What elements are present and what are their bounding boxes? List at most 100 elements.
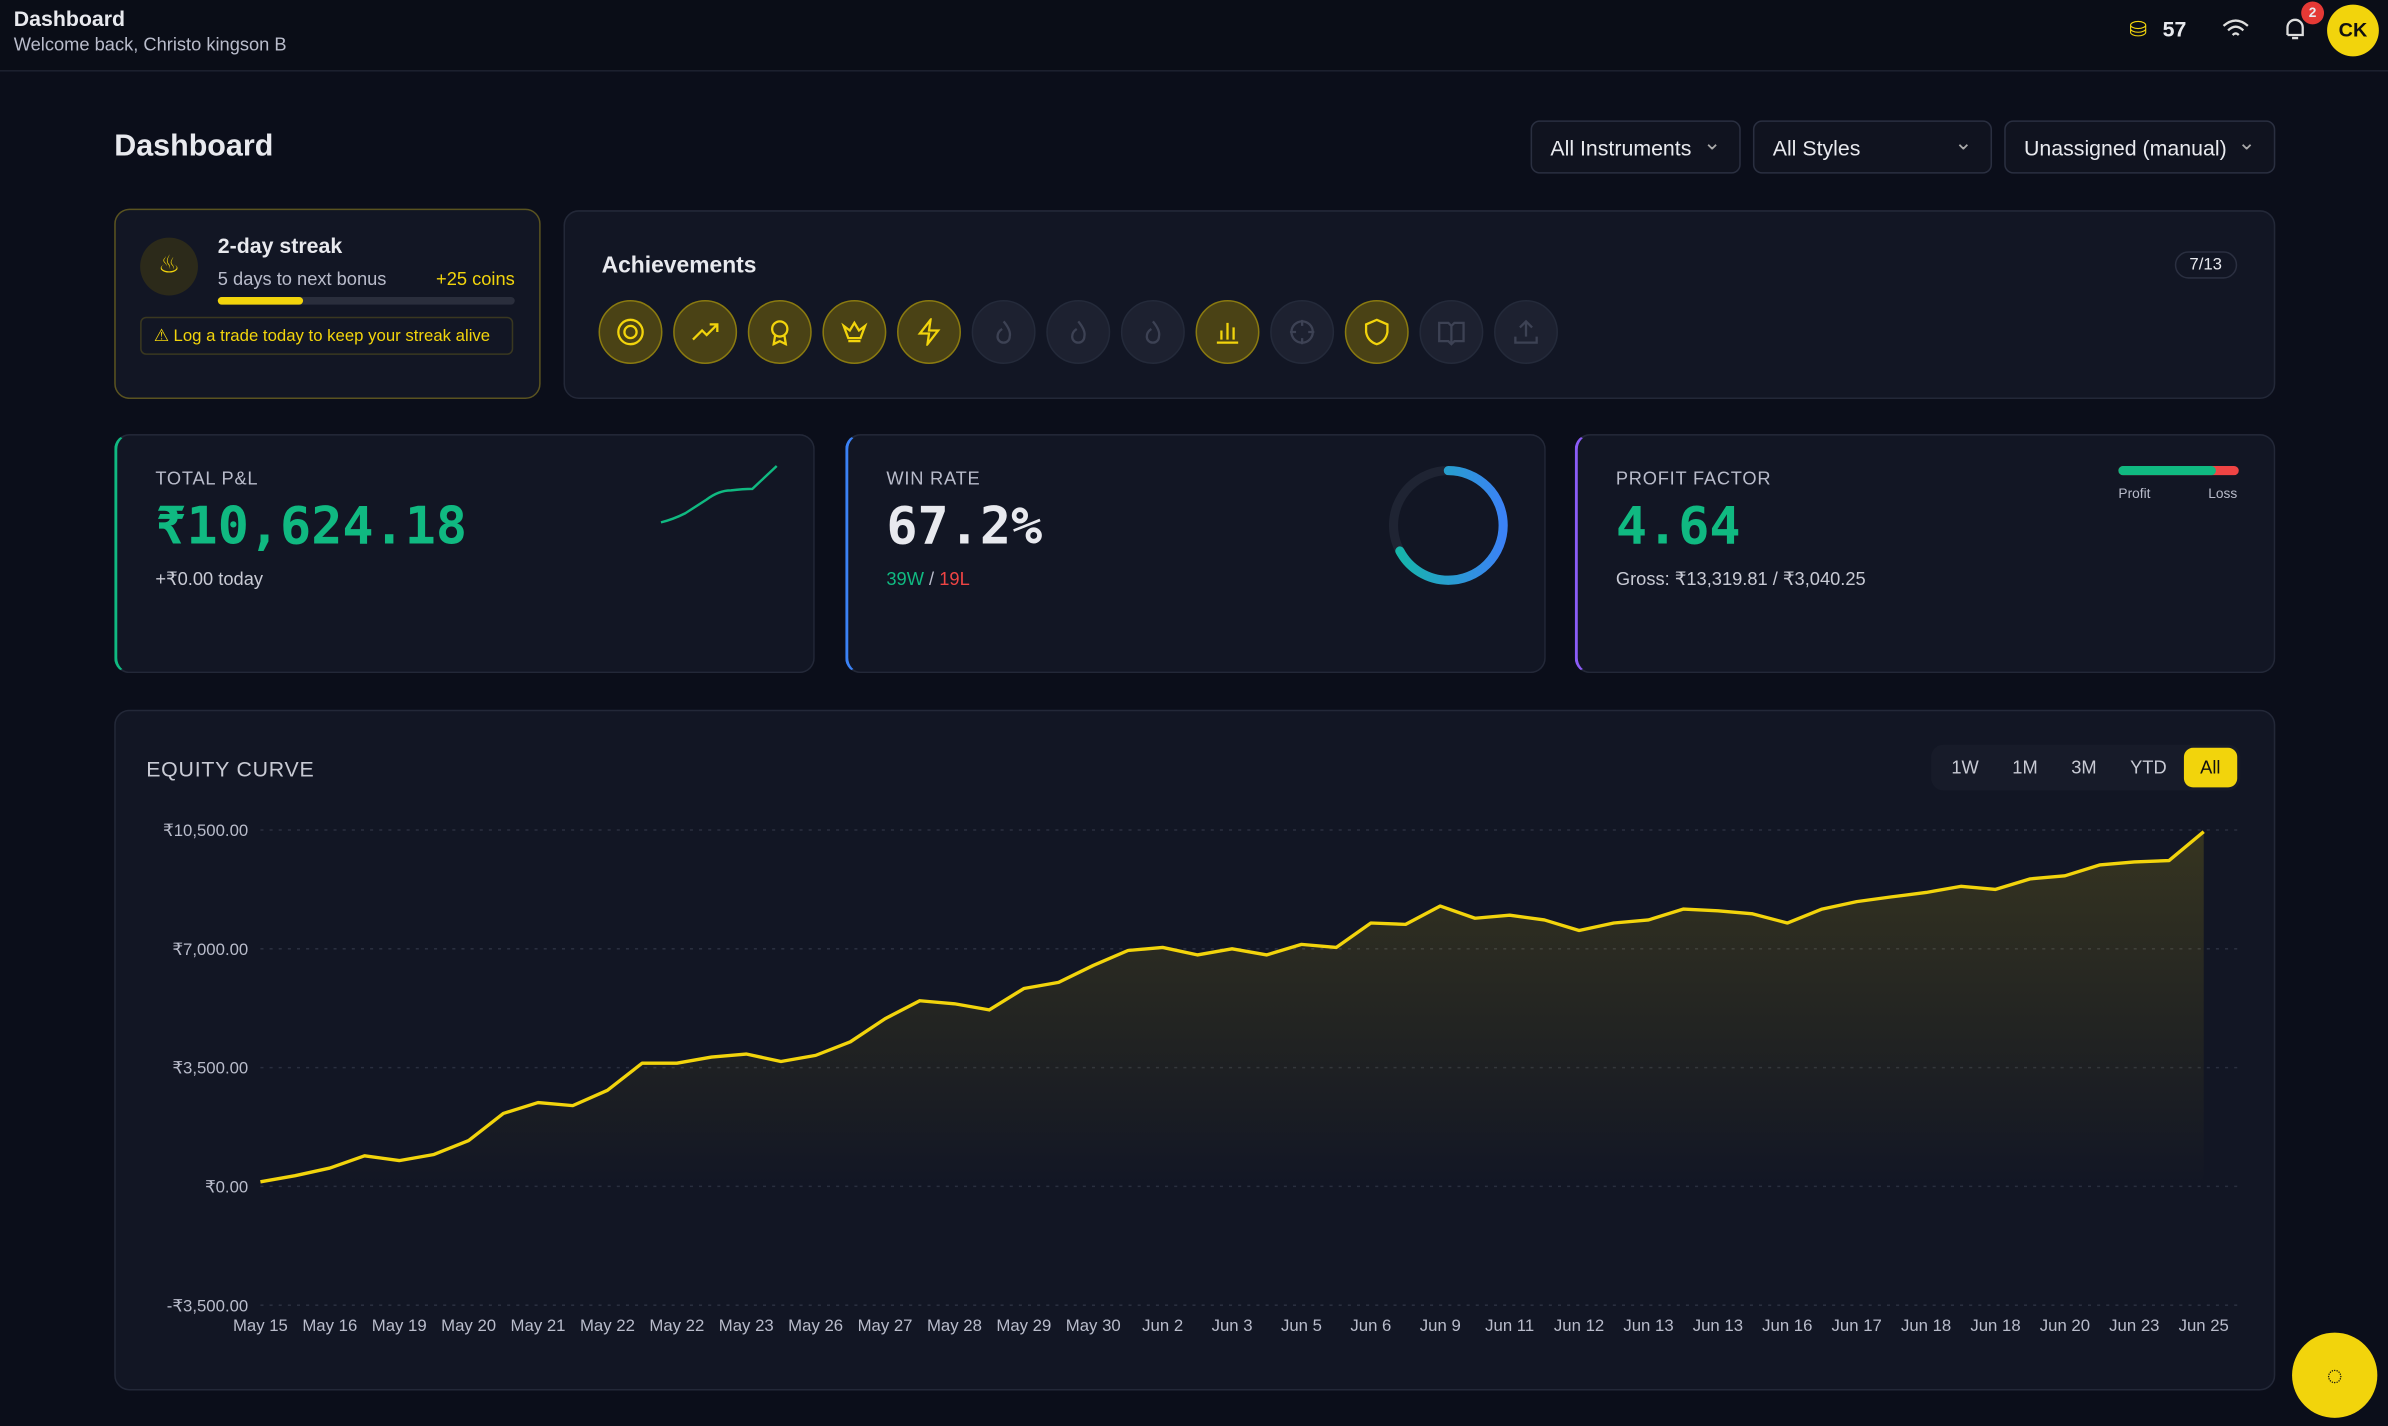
x-tick-label: Jun 18 [1970, 1316, 2020, 1335]
page-title: Dashboard [114, 129, 274, 163]
warning-text: Log a trade today to keep your streak al… [173, 327, 491, 346]
x-tick-label: May 27 [858, 1316, 913, 1335]
x-tick-label: May 19 [372, 1316, 427, 1335]
achievements-title: Achievements [601, 252, 757, 279]
chat-button[interactable]: ◌ [2292, 1332, 2378, 1418]
stat-value: ₹10,624.18 [155, 496, 468, 558]
x-tick-label: Jun 17 [1832, 1316, 1882, 1335]
badge[interactable] [1494, 300, 1558, 364]
streak-title: 2-day streak [217, 233, 343, 258]
badge[interactable] [673, 300, 738, 364]
legend-label: Profit [2118, 485, 2151, 502]
streak-progress [217, 296, 515, 305]
x-tick-label: May 22 [580, 1316, 635, 1335]
badge[interactable] [1419, 300, 1484, 364]
x-tick-label: May 20 [441, 1316, 496, 1335]
top-bar: Dashboard Welcome back, Christo kingson … [0, 0, 2388, 72]
filter[interactable]: All Styles [1752, 116, 1993, 174]
stat-note: +₹0.00 today [155, 568, 263, 590]
equity-chart: -₹3,500.00 ₹0.00 ₹3,500.00 ₹7,000.00 ₹10,500… [163, 821, 2241, 1335]
badge[interactable] [1344, 300, 1409, 364]
badge[interactable] [897, 300, 961, 364]
line [260, 830, 2205, 1184]
x-tick-label: Jun 3 [1212, 1316, 1253, 1335]
win-loss: 39W / 19L [886, 568, 969, 589]
equity-card: EQUITY CURVE 1W 1M 3M YTD All -₹3,500.00 ₹0.0… [114, 709, 2276, 1391]
x-tick-label: May 29 [996, 1316, 1051, 1335]
header-subtitle: Welcome back, Christo kingson B [13, 33, 287, 55]
badge[interactable] [747, 300, 812, 364]
x-tick-label: May 30 [1066, 1316, 1121, 1335]
stat-label: TOTAL P&L [155, 467, 259, 489]
badge[interactable] [1195, 300, 1260, 364]
y-tick-label: ₹0.00 [205, 1177, 248, 1196]
badge[interactable] [598, 300, 663, 364]
x-tick-label: May 23 [719, 1316, 774, 1335]
x-tick-label: Jun 18 [1901, 1316, 1951, 1335]
badge[interactable] [1270, 300, 1335, 364]
x-tick-label: Jun 13 [1693, 1316, 1743, 1335]
streak-bonus: +25 coins [436, 268, 515, 290]
streak-card: ♨ 2-day streak 5 days to next bonus +25 … [114, 208, 541, 400]
sparkline [660, 465, 778, 524]
filter[interactable]: All Instruments [1530, 116, 1741, 174]
avatar[interactable]: CK [2327, 4, 2379, 57]
win-rate-donut [1388, 466, 1508, 585]
streak-warning: ⚠ Log a trade today to keep your streak … [140, 316, 514, 355]
x-tick-label: Jun 13 [1623, 1316, 1673, 1335]
x-tick-label: Jun 5 [1281, 1316, 1322, 1335]
x-tick-label: May 22 [649, 1316, 704, 1335]
x-tick-label: Jun 11 [1485, 1316, 1534, 1335]
x-tick-label: Jun 9 [1420, 1316, 1461, 1335]
badge[interactable] [1046, 300, 1111, 364]
achievements-card: Achievements 7/13 [563, 210, 2276, 400]
streak-subtitle: 5 days to next bonus [217, 268, 387, 290]
x-tick-label: May 16 [302, 1316, 357, 1335]
range-button[interactable]: YTD [2130, 756, 2167, 779]
legend-label: Loss [2208, 485, 2238, 502]
x-tick-label: Jun 23 [2109, 1316, 2159, 1335]
area [260, 831, 2204, 1187]
stat-label: PROFIT FACTOR [1615, 467, 1772, 489]
x-tick-label: May 21 [511, 1316, 566, 1335]
separator: / [929, 568, 935, 590]
x-tick-label: Jun 16 [1762, 1316, 1812, 1335]
stat-card: WIN RATE 67.2% 39W / 19L [845, 434, 1546, 674]
achievements-count: 7/13 [2174, 251, 2238, 279]
stat-card: TOTAL P&L ₹10,624.18 +₹0.00 today [114, 434, 815, 674]
coin-count: 57 [2162, 16, 2187, 42]
wifi-icon [2222, 19, 2249, 36]
losses: 19L [939, 568, 970, 590]
range-button[interactable]: All [2183, 747, 2238, 788]
notification-badge: 2 [2301, 1, 2325, 25]
stat-value: 67.2% [886, 496, 1043, 558]
x-tick-label: Jun 20 [2040, 1316, 2090, 1335]
y-tick-label: -₹3,500.00 [167, 1296, 248, 1315]
badge[interactable] [1120, 300, 1185, 364]
x-tick-label: Jun 12 [1554, 1316, 1604, 1335]
y-tick-label: ₹10,500.00 [163, 821, 248, 840]
x-tick-label: May 28 [927, 1316, 982, 1335]
range-button[interactable]: 1M [2012, 756, 2038, 779]
coin-icon: ⛁ [2129, 16, 2147, 42]
x-tick-label: May 15 [233, 1316, 288, 1335]
header-title: Dashboard [13, 6, 126, 31]
range-button[interactable]: 3M [2071, 756, 2097, 779]
donut-arc [1388, 466, 1508, 585]
badge[interactable] [971, 300, 1036, 364]
range-selector: 1W 1M 3M YTD All [1931, 744, 2241, 791]
y-tick-label: ₹7,000.00 [172, 940, 248, 959]
x-tick-label: May 26 [788, 1316, 843, 1335]
stat-note: Gross: ₹13,319.81 / ₹3,040.25 [1615, 568, 1866, 590]
bell-icon[interactable] [2283, 17, 2307, 43]
badge[interactable] [822, 300, 887, 364]
stat-label: WIN RATE [886, 467, 981, 489]
badge-row [598, 300, 1569, 364]
flame-icon: ♨ [140, 237, 198, 296]
x-tick-label: Jun 2 [1142, 1316, 1183, 1335]
y-tick-label: ₹3,500.00 [172, 1059, 248, 1078]
range-button[interactable]: 1W [1951, 756, 1979, 779]
filter[interactable]: Unassigned (manual) [2004, 116, 2276, 174]
x-tick-label: Jun 6 [1350, 1316, 1391, 1335]
